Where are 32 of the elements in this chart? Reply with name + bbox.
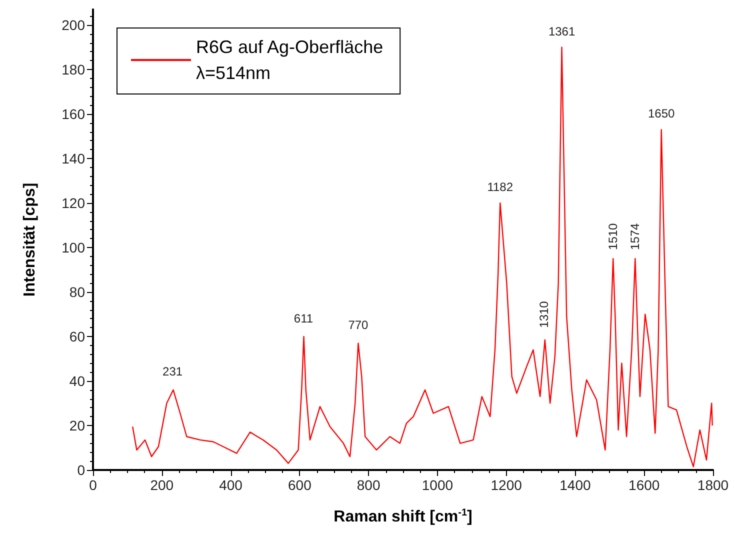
- y-tick-label: 160: [62, 106, 86, 122]
- x-tick-label: 600: [288, 477, 312, 493]
- y-tick-label: 60: [69, 328, 86, 344]
- annotation: 1510: [606, 222, 620, 250]
- annotation: 231: [162, 364, 183, 379]
- x-tick-label: 400: [219, 477, 243, 493]
- y-tick-label: 180: [62, 62, 86, 78]
- x-tick-label: 1200: [490, 477, 522, 493]
- y-axis-title: Intensität [cps]: [22, 182, 38, 297]
- annotation: 1310: [537, 300, 552, 328]
- x-tick-label: 800: [356, 477, 380, 493]
- x-tick-label: 200: [150, 477, 174, 493]
- x-tick-label: 0: [89, 477, 98, 493]
- y-tick-label: 20: [69, 418, 86, 434]
- legend-label: R6G auf Ag-Oberfläche λ=514nm: [196, 37, 384, 83]
- x-tick-label: 1800: [697, 477, 729, 493]
- y-tick-label: 200: [62, 17, 86, 33]
- x-tick-label: 1000: [422, 477, 454, 493]
- x-tick-label: 1400: [560, 477, 592, 493]
- annotation: 1650: [648, 106, 676, 121]
- y-tick-label: 140: [62, 150, 86, 166]
- x-tick-label: 1600: [628, 477, 660, 493]
- annotation: 1182: [487, 180, 514, 194]
- y-tick-label: 40: [69, 373, 86, 389]
- y-tick-label: 80: [69, 284, 86, 300]
- y-tick-label: 100: [62, 240, 86, 256]
- annotation: 611: [294, 311, 314, 326]
- annotation: 770: [348, 318, 369, 332]
- y-tick-label: 120: [62, 195, 86, 211]
- y-tick-label: 0: [77, 462, 86, 478]
- annotation: 1361: [548, 24, 576, 38]
- annotation: 1574: [628, 222, 642, 250]
